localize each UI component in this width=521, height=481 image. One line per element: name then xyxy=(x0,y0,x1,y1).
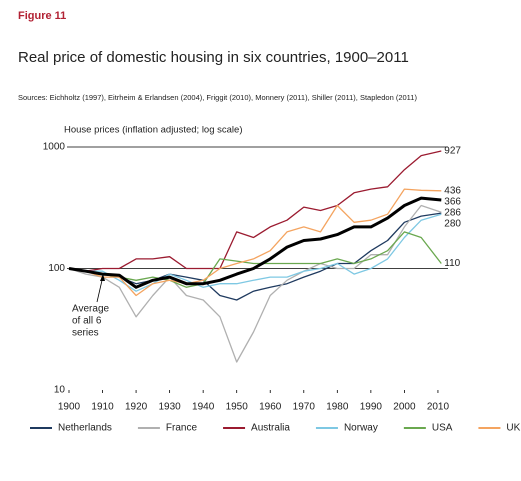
series-line xyxy=(68,188,442,297)
legend-label: Netherlands xyxy=(58,423,112,434)
x-tick-label: 1980 xyxy=(326,402,349,413)
y-axis-label: House prices (inflation adjusted; log sc… xyxy=(64,125,242,136)
end-label: 286 xyxy=(444,208,461,219)
end-label: 366 xyxy=(444,196,461,207)
x-tick-label: 1970 xyxy=(293,402,316,413)
legend-label: France xyxy=(166,423,198,434)
x-tick-label: 1940 xyxy=(192,402,215,413)
annotation-arrowhead xyxy=(100,274,105,281)
series-line xyxy=(68,212,442,301)
x-tick-label: 1950 xyxy=(226,402,249,413)
legend-label: Norway xyxy=(344,423,378,434)
x-tick-label: 1900 xyxy=(58,402,81,413)
end-label: 280 xyxy=(444,219,461,230)
end-label: 110 xyxy=(444,258,460,269)
annotation: Average xyxy=(72,304,110,315)
x-tick-label: 1990 xyxy=(360,402,383,413)
legend-label: UK xyxy=(506,423,520,434)
series-line xyxy=(68,213,442,292)
series-line xyxy=(68,150,442,272)
figure-label: Figure 11 xyxy=(18,10,66,22)
x-tick-label: 2000 xyxy=(393,402,416,413)
chart-title: Real price of domestic housing in six co… xyxy=(18,49,409,66)
x-tick-label: 1960 xyxy=(259,402,282,413)
x-tick-label: 1910 xyxy=(91,402,114,413)
annotation: series xyxy=(72,328,99,339)
legend-label: USA xyxy=(432,423,453,434)
x-tick-label: 1920 xyxy=(125,402,148,413)
sources: Sources: Eichholtz (1997), Eitrheim & Er… xyxy=(18,93,417,102)
end-label: 436 xyxy=(444,185,461,196)
annotation: of all 6 xyxy=(72,316,102,327)
x-tick-label: 1930 xyxy=(158,402,181,413)
y-tick-label: 1000 xyxy=(43,142,66,153)
series-line xyxy=(68,196,442,289)
x-tick-label: 2010 xyxy=(427,402,450,413)
end-label: 927 xyxy=(444,146,461,157)
legend-label: Australia xyxy=(251,423,290,434)
series-line xyxy=(68,204,442,363)
series-line xyxy=(68,231,442,288)
y-tick-label: 100 xyxy=(48,263,65,274)
y-tick-label: 10 xyxy=(54,385,66,396)
